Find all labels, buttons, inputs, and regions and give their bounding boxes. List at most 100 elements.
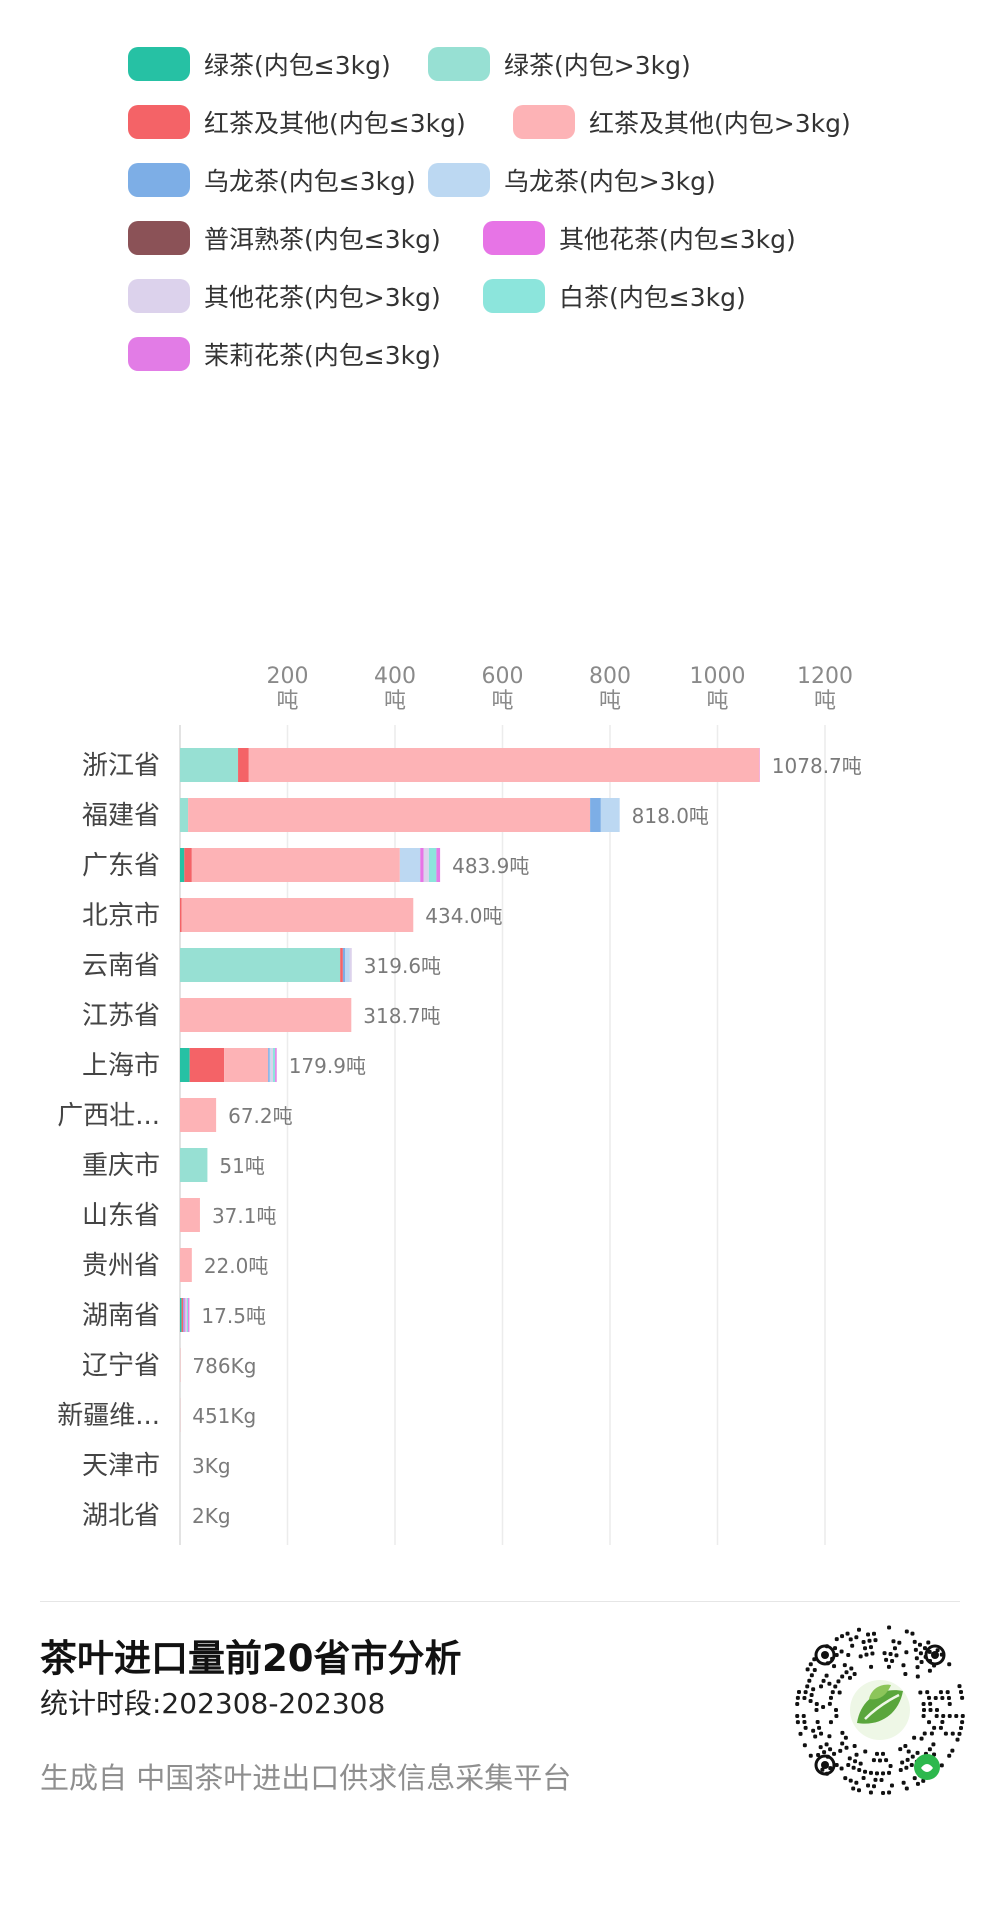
category-label: 浙江省 (82, 751, 160, 781)
bar-segment[interactable] (188, 1298, 190, 1332)
category-label: 江苏省 (82, 1001, 160, 1031)
legend-item[interactable]: 其他花茶(内包>3kg) (128, 276, 441, 316)
bar-segment[interactable] (180, 1098, 217, 1132)
legend-item[interactable]: 白茶(内包≤3kg) (483, 276, 746, 316)
x-tick-unit: 吨 (491, 689, 513, 714)
bar-segment[interactable] (180, 998, 352, 1032)
statistics-period: 统计时段:202308-202308 (40, 1687, 386, 1720)
legend-item[interactable]: 绿茶(内包>3kg) (428, 44, 691, 84)
x-tick-unit: 吨 (276, 689, 298, 714)
total-label: 22.0吨 (204, 1254, 269, 1278)
bar-segment[interactable] (268, 1048, 270, 1082)
bar-segment[interactable] (436, 848, 441, 882)
legend-item[interactable]: 茉莉花茶(内包≤3kg) (128, 334, 441, 374)
bar-segment[interactable] (186, 1298, 189, 1332)
bar-segment[interactable] (248, 748, 760, 782)
bar-segment[interactable] (181, 898, 414, 932)
x-tick-label: 200 (267, 664, 309, 689)
legend-label: 其他花茶(内包≤3kg) (559, 225, 796, 254)
bar-segment[interactable] (590, 798, 601, 832)
category-label: 辽宁省 (82, 1351, 160, 1381)
bar-segment[interactable] (224, 1048, 269, 1082)
legend-item[interactable]: 红茶及其他(内包>3kg) (513, 102, 851, 142)
chart-title: 茶叶进口量前20省市分析 (40, 1637, 462, 1680)
bar-segment[interactable] (340, 948, 343, 982)
bar-segment[interactable] (180, 898, 182, 932)
footer-divider (40, 1601, 960, 1602)
bar-segment[interactable] (349, 948, 352, 982)
total-label: 37.1吨 (212, 1204, 277, 1228)
bar-segment[interactable] (420, 848, 424, 882)
bar-segment[interactable] (188, 798, 591, 832)
bar-segment[interactable] (275, 1048, 277, 1082)
bar-segment[interactable] (185, 1298, 187, 1332)
bar-segment[interactable] (269, 1048, 271, 1082)
mini-program-qr-icon[interactable] (795, 1625, 965, 1795)
x-tick-label: 1200 (797, 664, 853, 689)
total-label: 1078.7吨 (772, 754, 862, 778)
bar-segment[interactable] (181, 1298, 184, 1332)
legend-swatch (483, 279, 545, 313)
bars (180, 748, 760, 1432)
bar-segment[interactable] (184, 848, 192, 882)
bar-segment[interactable] (342, 948, 346, 982)
category-label: 广西壮... (57, 1101, 160, 1131)
legend-swatch (128, 163, 190, 197)
legend-label: 红茶及其他(内包≤3kg) (204, 109, 466, 138)
bar-segment[interactable] (600, 798, 620, 832)
bar-segment[interactable] (180, 1248, 192, 1282)
bar-segment[interactable] (238, 748, 249, 782)
total-label: 786Kg (192, 1354, 256, 1378)
bar-segment[interactable] (180, 1198, 200, 1232)
bar-segment[interactable] (183, 1298, 185, 1332)
x-tick-unit: 吨 (814, 689, 836, 714)
bar-segment[interactable] (345, 948, 350, 982)
bar-segment[interactable] (180, 1298, 182, 1332)
total-labels: 1078.7吨 818.0吨 483.9吨 434.0吨 319.6吨 318.7吨 179… (192, 754, 862, 1528)
total-label: 17.5吨 (201, 1304, 266, 1328)
legend-item[interactable]: 乌龙茶(内包≤3kg) (128, 160, 416, 200)
legend-swatch (128, 105, 190, 139)
bar-segment[interactable] (180, 1048, 190, 1082)
x-tick-label: 1000 (690, 664, 746, 689)
total-label: 318.7吨 (363, 1004, 440, 1028)
category-label: 天津市 (82, 1451, 160, 1481)
bar-segment[interactable] (428, 848, 437, 882)
legend-item[interactable]: 绿茶(内包≤3kg) (128, 44, 391, 84)
category-label: 新疆维... (57, 1401, 160, 1431)
bar-segment[interactable] (423, 848, 429, 882)
bar-segment[interactable] (399, 848, 421, 882)
category-label: 贵州省 (82, 1251, 160, 1281)
x-tick-unit: 吨 (706, 689, 728, 714)
bar-segment[interactable] (191, 848, 400, 882)
bar-segment[interactable] (272, 1048, 276, 1082)
category-label: 北京市 (82, 901, 160, 931)
bar-segment[interactable] (180, 1148, 208, 1182)
bar-segment[interactable] (180, 798, 189, 832)
bar-segment[interactable] (180, 848, 185, 882)
category-label: 福建省 (82, 801, 160, 831)
legend-label: 乌龙茶(内包≤3kg) (204, 167, 416, 196)
bar-segment[interactable] (270, 1048, 273, 1082)
legend-swatch (128, 337, 190, 371)
category-label: 山东省 (82, 1201, 160, 1231)
legend-item[interactable]: 红茶及其他(内包≤3kg) (128, 102, 466, 142)
legend-label: 乌龙茶(内包>3kg) (504, 167, 716, 196)
bar-segment[interactable] (180, 748, 239, 782)
total-label: 451Kg (192, 1404, 256, 1428)
legend-item[interactable]: 普洱熟茶(内包≤3kg) (128, 218, 441, 258)
legend-label: 绿茶(内包>3kg) (504, 51, 691, 80)
legend-item[interactable]: 乌龙茶(内包>3kg) (428, 160, 716, 200)
total-label: 319.6吨 (364, 954, 441, 978)
legend-swatch (128, 47, 190, 81)
total-label: 483.9吨 (452, 854, 529, 878)
legend-item[interactable]: 其他花茶(内包≤3kg) (483, 218, 796, 258)
bar-segment[interactable] (189, 1048, 225, 1082)
bar-segment[interactable] (184, 1298, 186, 1332)
bar-segment[interactable] (180, 948, 341, 982)
legend-swatch (483, 221, 545, 255)
total-label: 179.9吨 (289, 1054, 366, 1078)
